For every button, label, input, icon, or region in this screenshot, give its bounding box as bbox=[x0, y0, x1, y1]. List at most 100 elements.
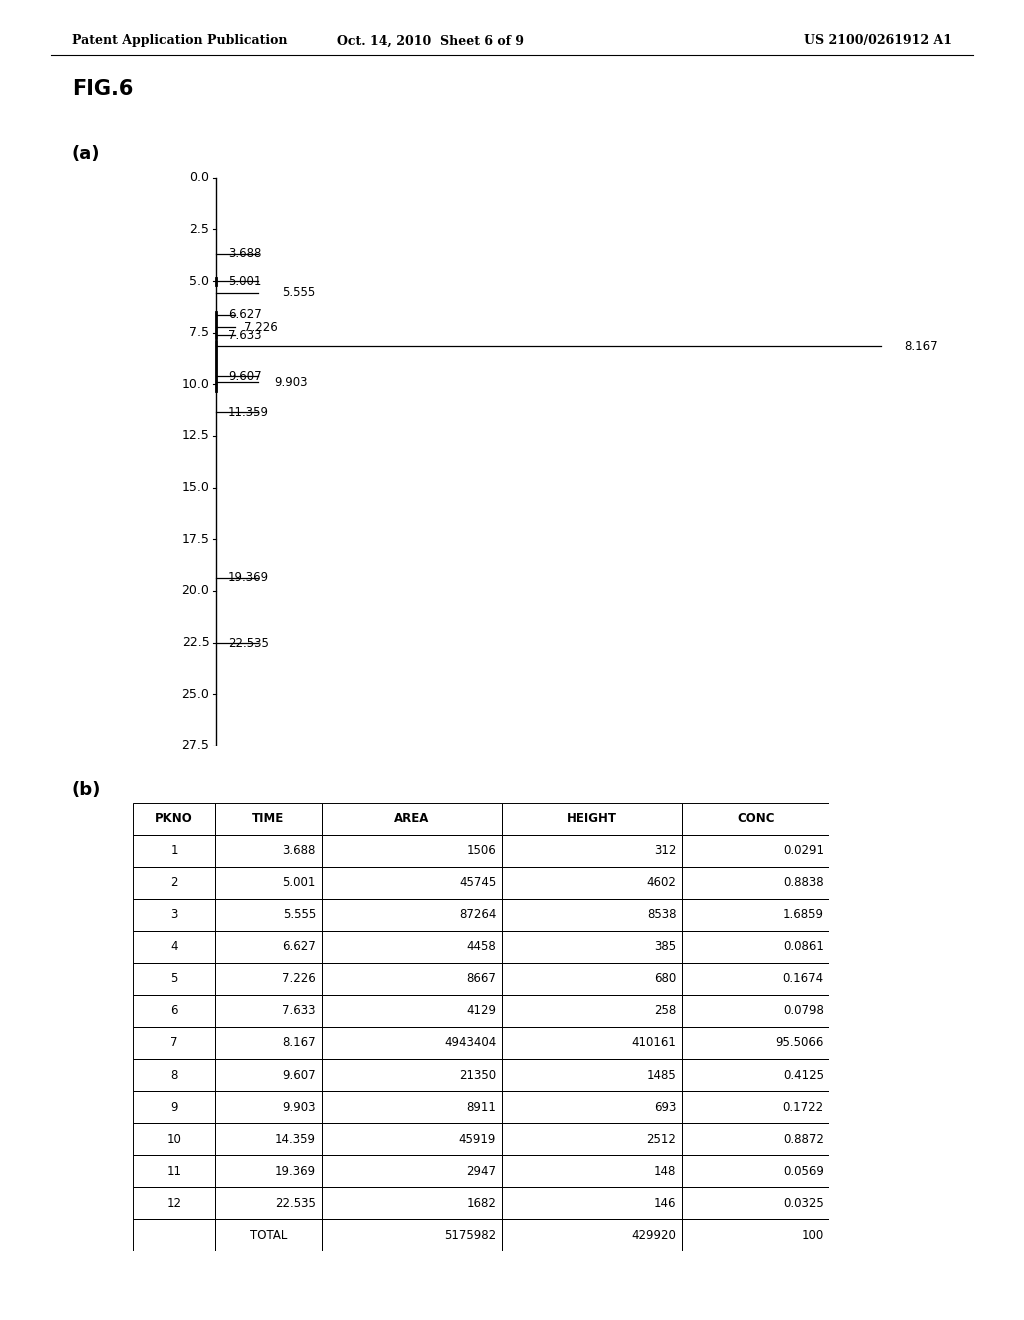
Bar bbox=[322, 1027, 502, 1059]
Bar bbox=[215, 803, 322, 834]
Text: FIG.6: FIG.6 bbox=[72, 79, 133, 99]
Bar bbox=[322, 803, 502, 834]
Text: 5.001: 5.001 bbox=[228, 275, 261, 288]
Text: 17.5: 17.5 bbox=[181, 533, 210, 545]
Text: 385: 385 bbox=[654, 940, 677, 953]
Bar bbox=[322, 931, 502, 962]
Text: 45745: 45745 bbox=[459, 876, 497, 890]
Bar bbox=[502, 1220, 682, 1251]
Text: 12.5: 12.5 bbox=[181, 429, 210, 442]
Text: 8.167: 8.167 bbox=[283, 1036, 316, 1049]
Bar bbox=[502, 1059, 682, 1092]
Text: 7.633: 7.633 bbox=[283, 1005, 316, 1018]
Text: 5.0: 5.0 bbox=[189, 275, 210, 288]
Bar bbox=[133, 1027, 215, 1059]
Text: 146: 146 bbox=[654, 1197, 677, 1209]
Text: TIME: TIME bbox=[252, 812, 285, 825]
Text: 429920: 429920 bbox=[632, 1229, 677, 1242]
Text: 3: 3 bbox=[170, 908, 178, 921]
Text: 19.369: 19.369 bbox=[274, 1164, 316, 1177]
Bar bbox=[682, 1155, 829, 1187]
Bar bbox=[682, 1027, 829, 1059]
Text: 6.627: 6.627 bbox=[228, 308, 262, 321]
Text: 1485: 1485 bbox=[647, 1069, 677, 1081]
Text: 1: 1 bbox=[170, 845, 178, 857]
Text: 22.535: 22.535 bbox=[228, 636, 269, 649]
Text: 0.0291: 0.0291 bbox=[783, 845, 824, 857]
Text: 1682: 1682 bbox=[466, 1197, 497, 1209]
Text: 2512: 2512 bbox=[646, 1133, 677, 1146]
Text: 27.5: 27.5 bbox=[181, 739, 210, 752]
Text: 8538: 8538 bbox=[647, 908, 677, 921]
Bar bbox=[322, 962, 502, 995]
Text: 22.5: 22.5 bbox=[181, 636, 210, 649]
Text: 7: 7 bbox=[170, 1036, 178, 1049]
Text: Patent Application Publication: Patent Application Publication bbox=[72, 34, 287, 48]
Text: 25.0: 25.0 bbox=[181, 688, 210, 701]
Text: 20.0: 20.0 bbox=[181, 585, 210, 598]
Text: 10: 10 bbox=[167, 1133, 181, 1146]
Text: 4943404: 4943404 bbox=[444, 1036, 497, 1049]
Bar bbox=[215, 1027, 322, 1059]
Text: 15.0: 15.0 bbox=[181, 480, 210, 494]
Text: 8911: 8911 bbox=[466, 1101, 497, 1114]
Text: 95.5066: 95.5066 bbox=[775, 1036, 824, 1049]
Bar bbox=[215, 834, 322, 867]
Text: 680: 680 bbox=[654, 973, 677, 985]
Bar bbox=[502, 1123, 682, 1155]
Bar bbox=[322, 1155, 502, 1187]
Bar bbox=[322, 1123, 502, 1155]
Bar bbox=[133, 1059, 215, 1092]
Bar bbox=[133, 834, 215, 867]
Text: 9.903: 9.903 bbox=[283, 1101, 316, 1114]
Text: 0.0325: 0.0325 bbox=[783, 1197, 824, 1209]
Text: 4: 4 bbox=[170, 940, 178, 953]
Text: 9.607: 9.607 bbox=[283, 1069, 316, 1081]
Text: 5.555: 5.555 bbox=[282, 286, 315, 300]
Text: 2.5: 2.5 bbox=[189, 223, 210, 236]
Bar bbox=[322, 995, 502, 1027]
Bar bbox=[502, 1155, 682, 1187]
Text: 3.688: 3.688 bbox=[283, 845, 316, 857]
Text: 14.359: 14.359 bbox=[275, 1133, 316, 1146]
Text: 9: 9 bbox=[170, 1101, 178, 1114]
Text: 0.0569: 0.0569 bbox=[783, 1164, 824, 1177]
Text: 2947: 2947 bbox=[466, 1164, 497, 1177]
Bar bbox=[682, 803, 829, 834]
Text: 4458: 4458 bbox=[467, 940, 497, 953]
Text: TOTAL: TOTAL bbox=[250, 1229, 287, 1242]
Bar bbox=[133, 1092, 215, 1123]
Bar bbox=[215, 1187, 322, 1220]
Text: Oct. 14, 2010  Sheet 6 of 9: Oct. 14, 2010 Sheet 6 of 9 bbox=[337, 34, 523, 48]
Text: 1.6859: 1.6859 bbox=[783, 908, 824, 921]
Bar bbox=[502, 1027, 682, 1059]
Text: 5.555: 5.555 bbox=[283, 908, 316, 921]
Bar bbox=[682, 1123, 829, 1155]
Bar bbox=[502, 867, 682, 899]
Bar bbox=[682, 1220, 829, 1251]
Bar bbox=[133, 899, 215, 931]
Text: 312: 312 bbox=[654, 845, 677, 857]
Bar bbox=[322, 1220, 502, 1251]
Bar bbox=[133, 803, 215, 834]
Bar bbox=[133, 1155, 215, 1187]
Text: 5175982: 5175982 bbox=[444, 1229, 497, 1242]
Text: 100: 100 bbox=[802, 1229, 824, 1242]
Text: 2: 2 bbox=[170, 876, 178, 890]
Text: (b): (b) bbox=[72, 781, 101, 800]
Bar bbox=[322, 867, 502, 899]
Text: 0.0: 0.0 bbox=[189, 172, 210, 185]
Text: 5: 5 bbox=[170, 973, 178, 985]
Text: 19.369: 19.369 bbox=[228, 572, 269, 585]
Bar bbox=[322, 1059, 502, 1092]
Text: 7.226: 7.226 bbox=[283, 973, 316, 985]
Bar bbox=[322, 1092, 502, 1123]
Bar bbox=[682, 931, 829, 962]
Text: 8667: 8667 bbox=[466, 973, 497, 985]
Bar bbox=[215, 867, 322, 899]
Bar bbox=[133, 931, 215, 962]
Text: 9.607: 9.607 bbox=[228, 370, 262, 383]
Bar bbox=[322, 899, 502, 931]
Text: 6.627: 6.627 bbox=[283, 940, 316, 953]
Text: 0.1722: 0.1722 bbox=[782, 1101, 824, 1114]
